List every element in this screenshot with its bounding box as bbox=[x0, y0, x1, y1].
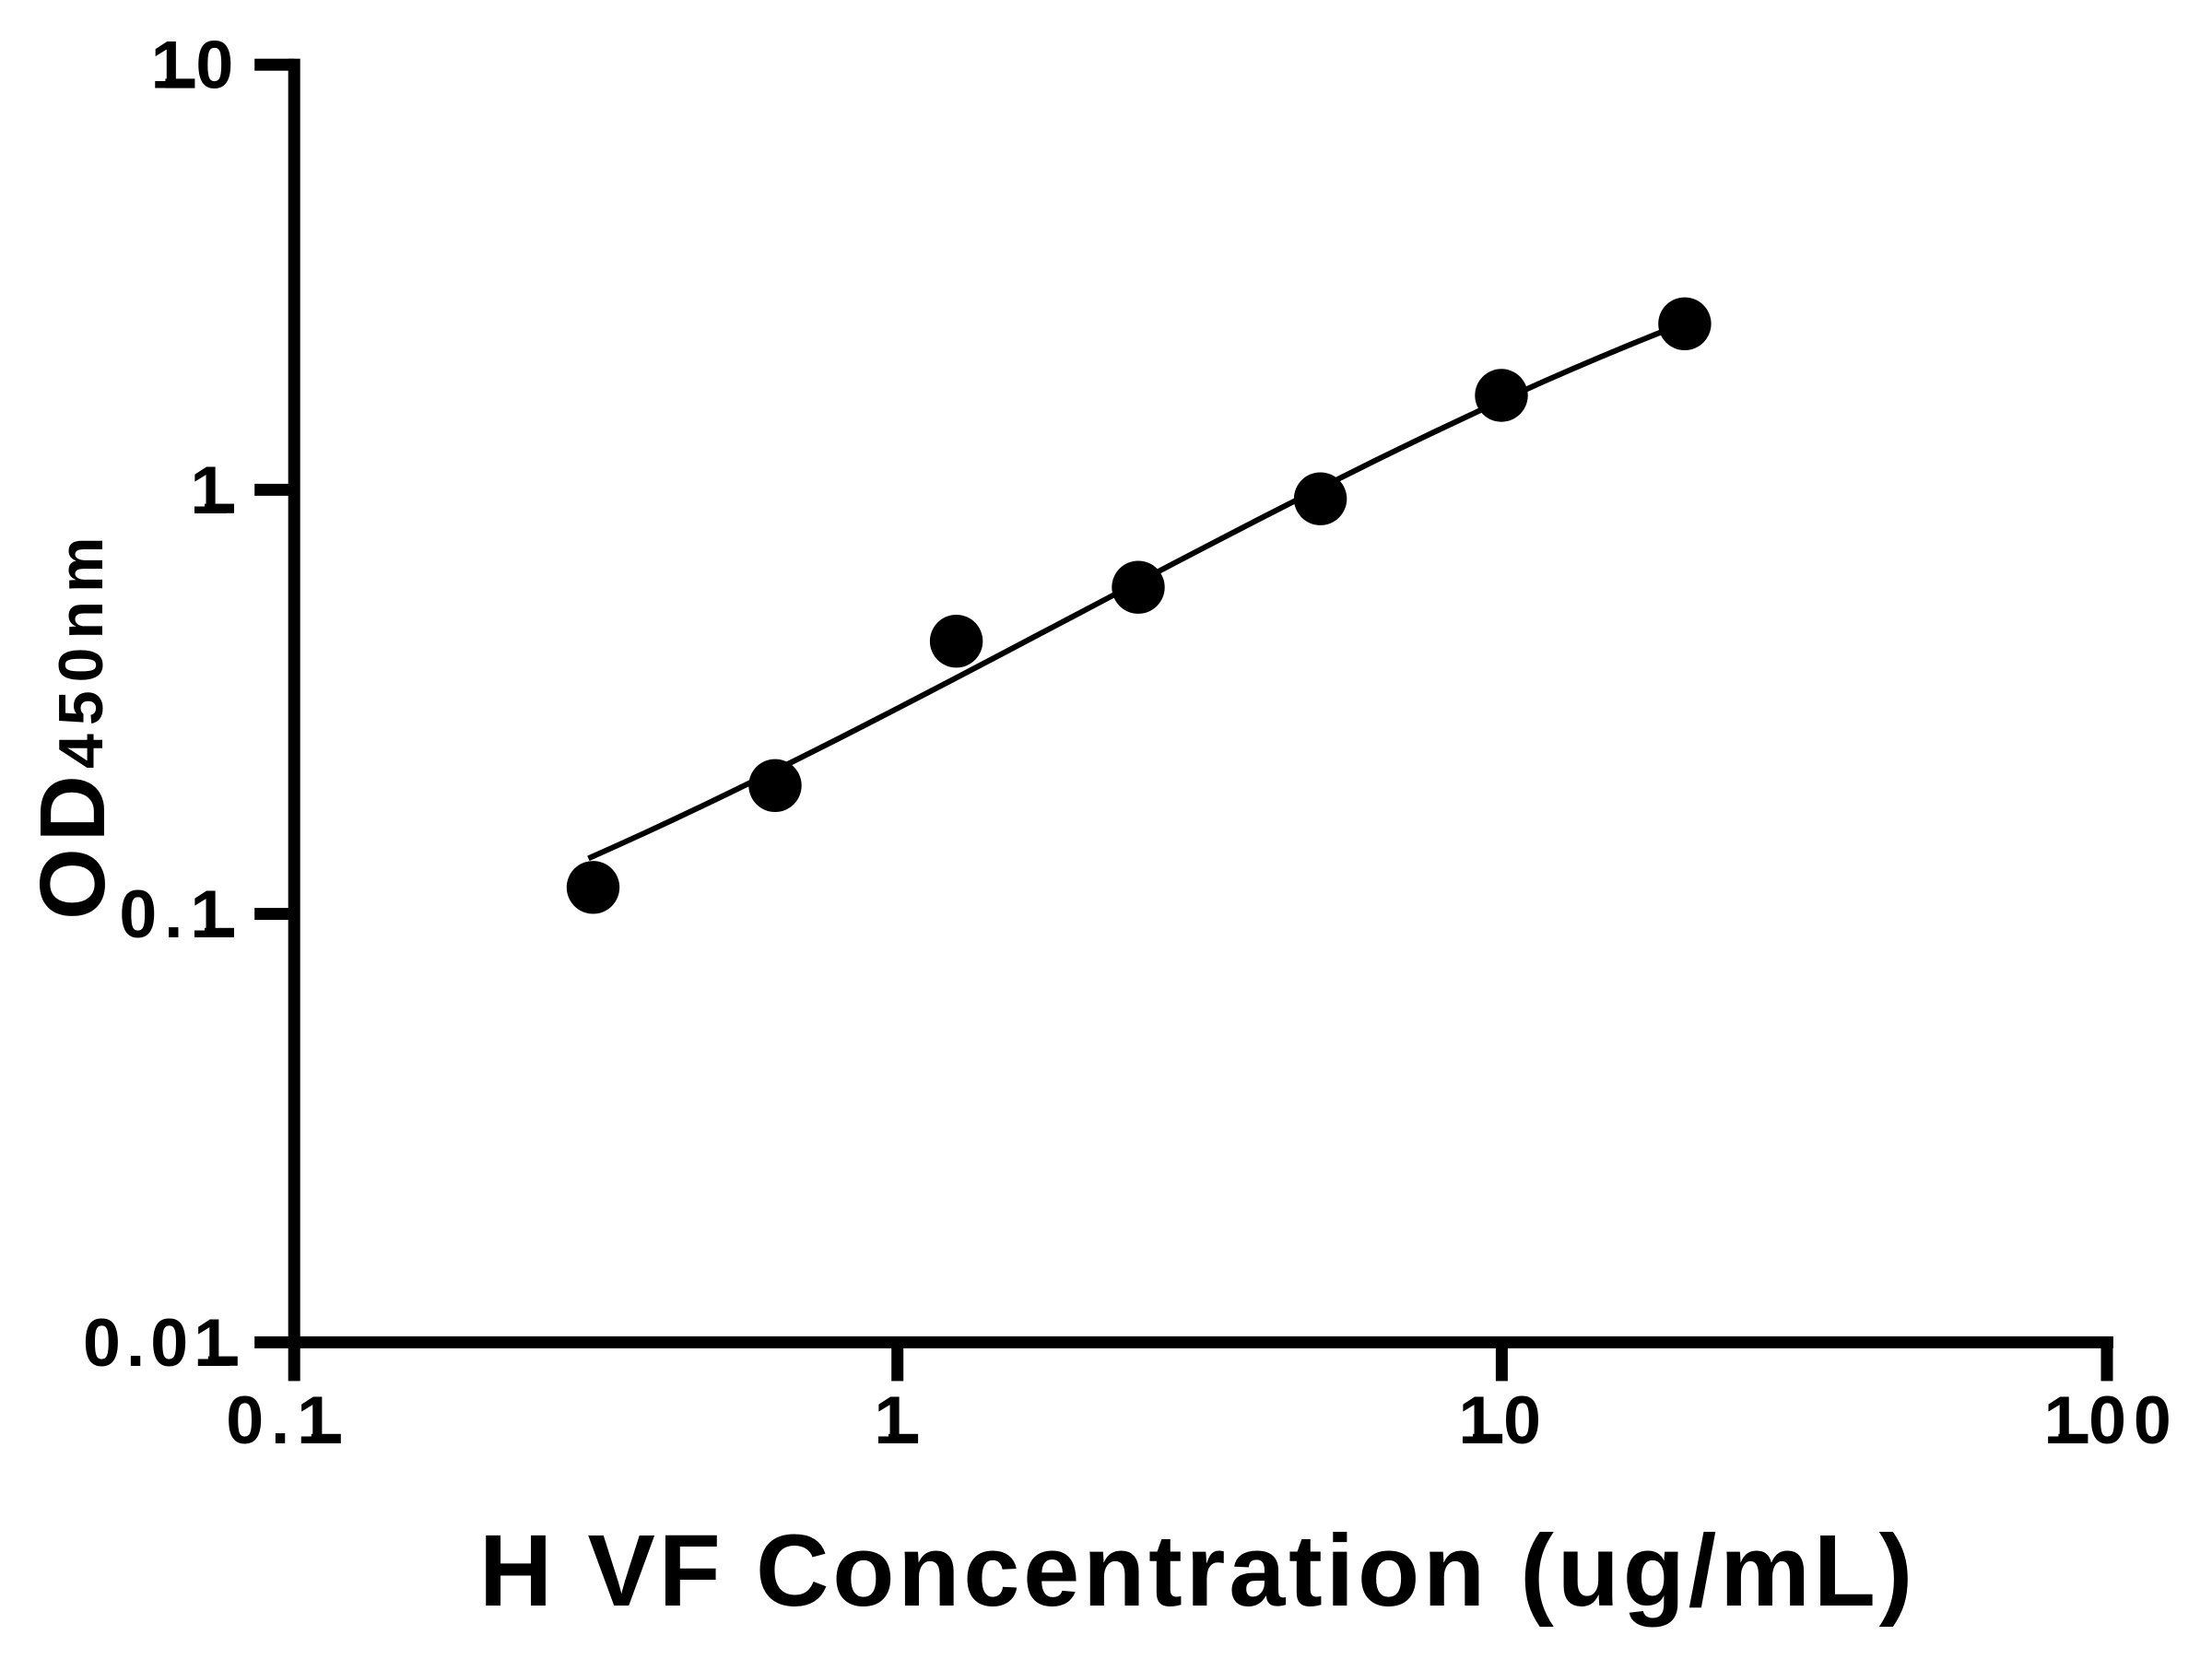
svg-text:0.1: 0.1 bbox=[226, 1382, 342, 1458]
svg-text:10: 10 bbox=[151, 27, 241, 103]
svg-text:1: 1 bbox=[874, 1382, 919, 1458]
svg-text:100: 100 bbox=[2043, 1382, 2178, 1458]
svg-text:10: 10 bbox=[1458, 1382, 1547, 1458]
svg-text:0.1: 0.1 bbox=[119, 876, 235, 952]
svg-text:0.01: 0.01 bbox=[83, 1304, 237, 1381]
svg-text:H VF Concentration (ug/mL): H VF Concentration (ug/mL) bbox=[479, 1514, 1916, 1628]
svg-text:1: 1 bbox=[190, 452, 235, 528]
